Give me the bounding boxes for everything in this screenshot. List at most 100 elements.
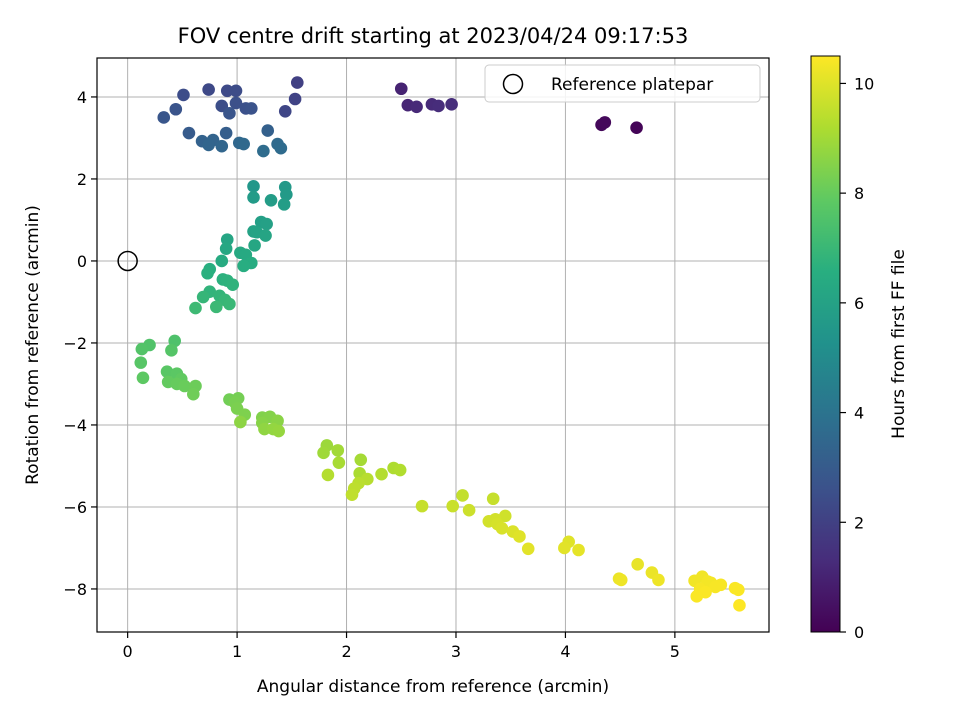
data-point bbox=[690, 590, 704, 603]
data-point bbox=[215, 139, 229, 153]
data-point bbox=[446, 499, 460, 513]
data-point bbox=[277, 198, 291, 211]
data-point bbox=[247, 191, 260, 204]
data-point bbox=[165, 344, 178, 357]
data-point bbox=[558, 541, 571, 555]
y-tick-label: −2 bbox=[63, 334, 87, 353]
data-point bbox=[486, 492, 500, 506]
data-point bbox=[258, 422, 271, 436]
data-point bbox=[202, 83, 215, 96]
legend-box bbox=[484, 64, 761, 103]
data-point bbox=[410, 100, 423, 114]
data-point bbox=[331, 444, 345, 457]
data-point bbox=[278, 105, 292, 118]
data-point bbox=[245, 102, 258, 115]
data-point bbox=[614, 573, 628, 587]
data-point bbox=[513, 530, 526, 543]
data-point bbox=[260, 217, 273, 231]
colorbar-tick-label: 6 bbox=[854, 294, 864, 313]
y-tick-label: 2 bbox=[77, 170, 87, 189]
data-point bbox=[134, 356, 148, 369]
x-tick-label: 4 bbox=[560, 642, 570, 661]
colorbar-ticks: 0 2 4 6 8 10 bbox=[840, 74, 874, 642]
y-tick-label: 4 bbox=[77, 88, 87, 107]
data-point bbox=[229, 96, 243, 110]
data-point bbox=[332, 456, 346, 469]
data-point bbox=[280, 188, 293, 201]
data-point bbox=[415, 499, 429, 513]
data-point bbox=[375, 467, 388, 481]
y-tick-label: 0 bbox=[77, 252, 87, 271]
data-point bbox=[237, 259, 250, 273]
colorbar-tick-label: 2 bbox=[854, 513, 864, 532]
data-point bbox=[201, 266, 214, 280]
data-point bbox=[257, 144, 270, 158]
data-point bbox=[261, 124, 275, 137]
x-tick-label: 3 bbox=[451, 642, 461, 661]
data-point bbox=[177, 88, 190, 102]
data-point bbox=[248, 239, 261, 252]
data-point bbox=[136, 371, 150, 385]
data-point bbox=[288, 92, 302, 106]
y-axis-ticks: −8 −6 −4 −2 0 2 4 bbox=[63, 88, 97, 599]
y-tick-label: −8 bbox=[63, 580, 87, 599]
data-point bbox=[215, 254, 229, 268]
data-point bbox=[189, 301, 202, 315]
legend: Reference platepar bbox=[484, 64, 761, 103]
data-point bbox=[223, 297, 236, 311]
data-point bbox=[223, 107, 236, 120]
data-point bbox=[290, 76, 304, 89]
data-point bbox=[209, 300, 223, 314]
data-point bbox=[169, 102, 183, 116]
data-point bbox=[237, 137, 250, 151]
data-point bbox=[247, 180, 260, 193]
colorbar-tick-label: 0 bbox=[854, 623, 864, 642]
colorbar-label: Hours from first FF file bbox=[889, 249, 909, 439]
x-tick-label: 5 bbox=[670, 642, 680, 661]
legend-marker-icon bbox=[502, 73, 524, 95]
data-point bbox=[219, 242, 233, 255]
x-tick-label: 1 bbox=[232, 642, 242, 661]
reference-marker bbox=[117, 250, 138, 272]
data-point bbox=[317, 446, 330, 460]
x-axis-ticks: 0 1 2 3 4 5 bbox=[123, 632, 680, 661]
data-point bbox=[157, 111, 171, 124]
data-point bbox=[321, 468, 335, 482]
colorbar-tick-label: 8 bbox=[854, 184, 864, 203]
data-point bbox=[234, 415, 247, 429]
data-point bbox=[572, 543, 585, 557]
data-point bbox=[178, 379, 191, 393]
chart-title: FOV centre drift starting at 2023/04/24 … bbox=[178, 24, 689, 48]
data-point bbox=[187, 387, 200, 401]
colorbar: 0 2 4 6 8 10 Hours from first FF file bbox=[810, 55, 909, 642]
data-point bbox=[345, 488, 359, 501]
data-point bbox=[631, 558, 644, 571]
data-point bbox=[219, 126, 233, 140]
data-point bbox=[432, 99, 445, 113]
y-tick-label: −4 bbox=[63, 416, 87, 435]
data-point bbox=[259, 229, 272, 242]
data-point bbox=[272, 424, 285, 438]
data-point bbox=[394, 82, 408, 96]
data-point bbox=[495, 521, 509, 535]
x-tick-label: 2 bbox=[341, 642, 351, 661]
data-point bbox=[709, 580, 722, 594]
data-point bbox=[445, 98, 458, 111]
data-point bbox=[652, 573, 665, 587]
y-tick-label: −6 bbox=[63, 498, 87, 517]
data-point bbox=[264, 193, 278, 207]
colorbar-gradient bbox=[810, 55, 841, 633]
data-point bbox=[498, 509, 512, 523]
data-point bbox=[456, 489, 469, 502]
data-point bbox=[462, 503, 476, 517]
data-point bbox=[274, 141, 288, 155]
data-point bbox=[196, 290, 210, 304]
data-point bbox=[393, 463, 407, 477]
colorbar-tick-label: 10 bbox=[854, 74, 874, 93]
x-tick-label: 0 bbox=[123, 642, 133, 661]
data-point bbox=[732, 583, 745, 597]
data-point bbox=[598, 116, 612, 129]
legend-label: Reference platepar bbox=[551, 75, 713, 95]
data-point bbox=[733, 599, 746, 612]
data-point bbox=[220, 84, 234, 98]
